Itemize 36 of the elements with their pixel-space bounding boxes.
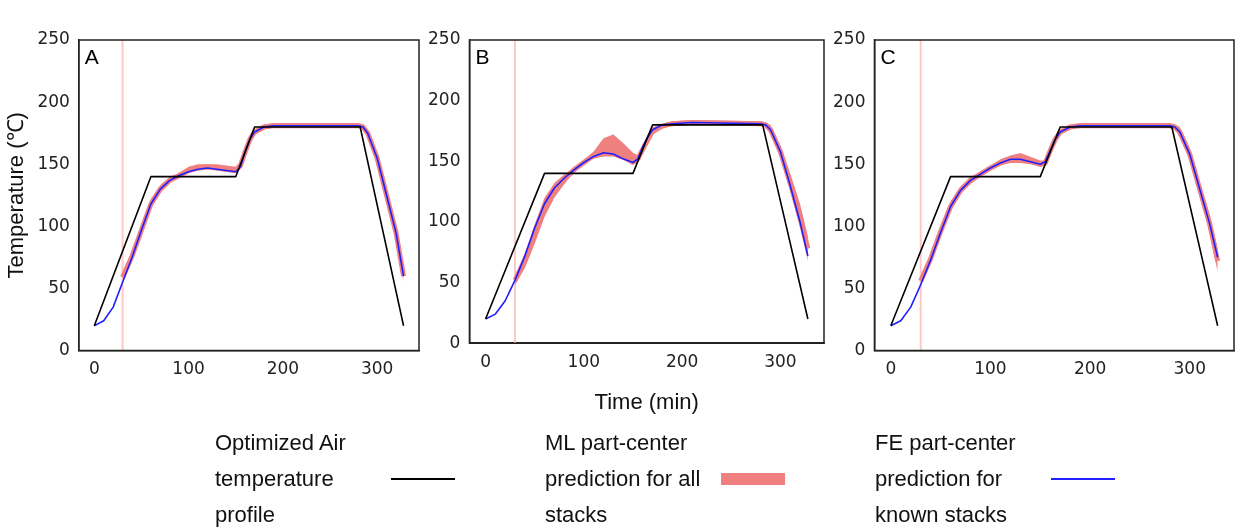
y-tick-label: 200 [832,90,866,111]
y-tick-label: 150 [37,152,70,173]
y-tick-label: 150 [427,149,461,170]
y-tick-label: 250 [37,28,70,49]
y-tick-label: 200 [427,89,461,110]
y-tick-label: 0 [449,331,461,352]
legend-label: ML part-center prediction for all stacks [545,429,702,529]
x-tick-label: 100 [172,358,205,379]
y-tick-label: 100 [832,214,866,235]
x-tick-label: 0 [885,358,897,379]
y-tick-label: 200 [37,90,70,111]
annotation: B [475,45,490,69]
annotation: A [84,45,99,69]
legend-label: FE part-center prediction for known stacks [875,429,1017,529]
y-tick-label: 100 [427,210,461,231]
x-tick-label: 0 [88,358,100,379]
x-tick-label: 300 [1173,358,1206,379]
x-tick-label: 200 [1073,358,1107,379]
x-tick-label: 300 [360,358,394,379]
x-axis-title: Time (min) [594,388,699,414]
y-tick-label: 150 [832,152,866,173]
legend-label: Optimized Air temperature profile [215,429,347,529]
x-tick-label: 300 [764,350,797,371]
y-tick-label: 100 [37,214,70,235]
x-tick-label: 100 [974,358,1007,379]
y-tick-label: 250 [832,28,866,49]
y-tick-label: 50 [843,276,866,297]
x-tick-label: 0 [480,350,491,371]
x-tick-label: 100 [567,350,601,371]
y-axis-title: Temperature (℃) [3,112,29,279]
x-tick-label: 200 [665,350,699,371]
annotation: C [880,45,896,69]
x-tick-label: 200 [266,358,300,379]
y-tick-label: 50 [438,270,461,291]
y-tick-label: 250 [427,28,461,49]
y-tick-label: 50 [48,276,70,297]
